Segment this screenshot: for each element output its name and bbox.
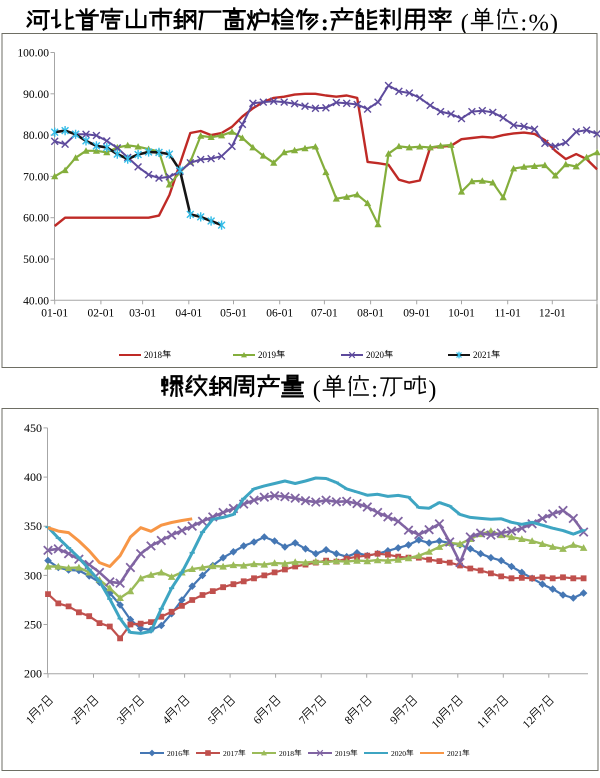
svg-text:1: 1 — [153, 350, 158, 360]
svg-text:01-01: 01-01 — [41, 307, 68, 319]
svg-text:1: 1 — [343, 749, 347, 758]
svg-text:0: 0 — [380, 350, 385, 360]
svg-text::: : — [371, 377, 378, 403]
svg-text:08-01: 08-01 — [357, 307, 384, 319]
svg-text:450: 450 — [24, 421, 42, 435]
svg-text:0: 0 — [451, 749, 455, 758]
svg-text:90.00: 90.00 — [23, 89, 49, 101]
svg-text:2: 2 — [258, 350, 263, 360]
svg-text:2: 2 — [144, 350, 149, 360]
svg-text:11-01: 11-01 — [494, 307, 521, 319]
svg-text:80.00: 80.00 — [23, 130, 49, 142]
svg-text:1: 1 — [231, 749, 235, 758]
svg-text:250: 250 — [24, 618, 42, 632]
svg-text:50.00: 50.00 — [23, 254, 49, 266]
svg-text:05-01: 05-01 — [220, 307, 247, 319]
svg-text:0: 0 — [227, 749, 231, 758]
svg-text:06-01: 06-01 — [266, 307, 293, 319]
svg-text:2: 2 — [399, 749, 403, 758]
svg-text:%: % — [528, 10, 548, 37]
svg-text:2: 2 — [447, 749, 451, 758]
svg-text:0: 0 — [149, 350, 154, 360]
svg-text:0: 0 — [402, 749, 406, 758]
svg-text:): ) — [428, 377, 436, 403]
svg-text:60.00: 60.00 — [23, 213, 49, 225]
svg-text:70.00: 70.00 — [23, 171, 49, 183]
svg-text:0: 0 — [171, 749, 175, 758]
svg-text:200: 200 — [24, 667, 42, 681]
svg-text:400: 400 — [24, 470, 42, 484]
svg-text:09-01: 09-01 — [403, 307, 430, 319]
svg-text:12-01: 12-01 — [539, 307, 566, 319]
svg-text:1: 1 — [287, 749, 291, 758]
svg-text:0: 0 — [283, 749, 287, 758]
svg-text:02-01: 02-01 — [87, 307, 114, 319]
svg-text:2: 2 — [279, 749, 283, 758]
svg-text:2: 2 — [455, 749, 459, 758]
svg-text:(: ( — [461, 10, 469, 37]
svg-text:9: 9 — [272, 350, 277, 360]
svg-text:2: 2 — [223, 749, 227, 758]
svg-text:0: 0 — [263, 350, 268, 360]
svg-text:8: 8 — [158, 350, 163, 360]
svg-text:2: 2 — [366, 350, 371, 360]
svg-text:350: 350 — [24, 519, 42, 533]
svg-text:2: 2 — [335, 749, 339, 758]
svg-text::: : — [520, 10, 527, 37]
svg-text:2: 2 — [473, 350, 478, 360]
svg-text:0: 0 — [395, 749, 399, 758]
svg-text:6: 6 — [178, 749, 182, 758]
svg-text:100.00: 100.00 — [17, 48, 49, 60]
svg-text:300: 300 — [24, 568, 42, 582]
svg-text:07-01: 07-01 — [311, 307, 338, 319]
svg-text:9: 9 — [346, 749, 350, 758]
svg-text:2: 2 — [167, 749, 171, 758]
svg-text:8: 8 — [290, 749, 294, 758]
svg-text:2: 2 — [482, 350, 487, 360]
svg-text:1: 1 — [267, 350, 272, 360]
svg-text:04-01: 04-01 — [175, 307, 202, 319]
svg-text:0: 0 — [478, 350, 483, 360]
svg-text:10-01: 10-01 — [448, 307, 475, 319]
svg-text:1: 1 — [175, 749, 179, 758]
svg-text:): ) — [550, 10, 558, 37]
svg-text::: : — [321, 10, 329, 37]
svg-text:03-01: 03-01 — [129, 307, 156, 319]
svg-text:2: 2 — [391, 749, 395, 758]
svg-text:2: 2 — [375, 350, 380, 360]
svg-text:0: 0 — [371, 350, 376, 360]
svg-text:(: ( — [313, 377, 321, 403]
svg-text:1: 1 — [458, 749, 462, 758]
svg-text:1: 1 — [487, 350, 492, 360]
svg-text:0: 0 — [339, 749, 343, 758]
svg-text:40.00: 40.00 — [23, 295, 49, 307]
svg-text:7: 7 — [234, 749, 238, 758]
